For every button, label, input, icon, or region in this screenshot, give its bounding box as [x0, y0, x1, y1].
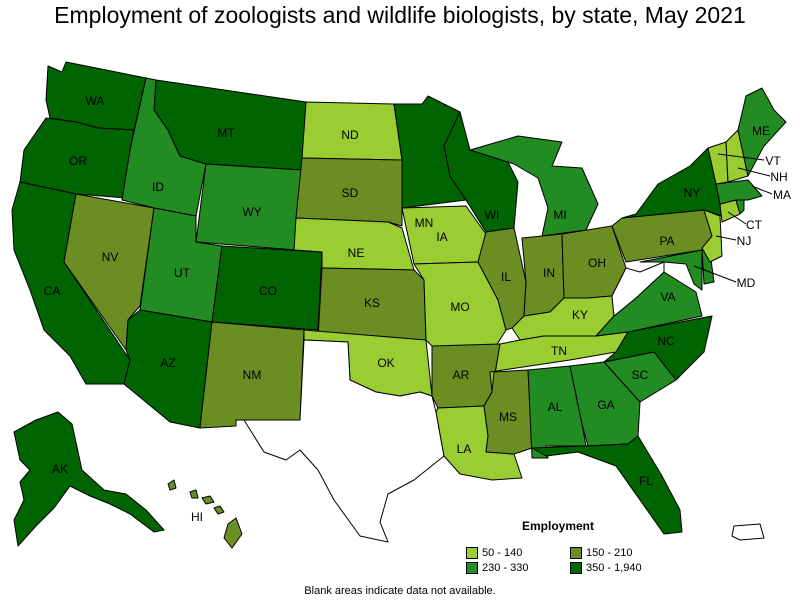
legend-swatch-bin-3: [466, 562, 478, 574]
legend-label-bin-1: 50 - 140: [482, 547, 523, 559]
state-label-ny: NY: [684, 186, 701, 200]
state-label-nh: NH: [770, 170, 787, 184]
state-label-ia: IA: [436, 230, 447, 244]
state-label-wy: WY: [242, 205, 261, 219]
state-label-ne: NE: [348, 246, 365, 260]
legend-label-bin-3: 230 - 330: [482, 562, 529, 574]
legend-swatch-bin-2: [570, 547, 582, 559]
legend-label-bin-2: 150 - 210: [586, 547, 633, 559]
state-label-va: VA: [660, 290, 675, 304]
state-label-la: LA: [457, 442, 472, 456]
state-label-nd: ND: [341, 128, 359, 142]
state-label-ms: MS: [499, 410, 517, 424]
state-label-mo: MO: [450, 300, 469, 314]
legend-item-bin-2: 150 - 210: [570, 547, 632, 559]
state-label-tn: TN: [551, 344, 567, 358]
state-label-id: ID: [152, 180, 164, 194]
state-label-ar: AR: [453, 368, 470, 382]
state-nj[interactable]: [701, 209, 723, 263]
state-sd[interactable]: [295, 157, 403, 227]
state-label-co: CO: [259, 284, 277, 298]
leader-ct: [727, 211, 747, 225]
state-ak[interactable]: [13, 411, 165, 547]
leader-nj: [715, 235, 737, 241]
state-hi[interactable]: [167, 479, 243, 549]
state-label-fl: FL: [639, 474, 653, 488]
state-label-ct: CT: [746, 218, 763, 232]
state-label-nj: NJ: [737, 234, 752, 248]
leader-vt: [717, 153, 765, 161]
state-label-nc: NC: [657, 334, 675, 348]
state-ny[interactable]: [621, 147, 723, 219]
legend-item-bin-3: 230 - 330: [466, 562, 528, 574]
state-label-vt: VT: [765, 154, 781, 168]
state-label-hi: HI: [191, 510, 203, 524]
state-label-az: AZ: [160, 356, 175, 370]
map-title: Employment of zoologists and wildlife bi…: [54, 2, 746, 28]
state-label-mt: MT: [217, 126, 235, 140]
state-label-ok: OK: [377, 356, 394, 370]
state-label-ks: KS: [364, 296, 380, 310]
legend-item-bin-1: 50 - 140: [466, 547, 522, 559]
state-label-ca: CA: [44, 284, 61, 298]
state-label-ma: MA: [773, 188, 791, 202]
legend-label-bin-4: 350 - 1,940: [586, 562, 642, 574]
state-tx: [243, 339, 445, 543]
state-label-or: OR: [69, 154, 87, 168]
state-label-me: ME: [752, 124, 770, 138]
state-fl[interactable]: [531, 435, 683, 535]
state-label-al: AL: [548, 400, 563, 414]
state-label-in: IN: [543, 266, 555, 280]
legend-item-bin-4: 350 - 1,940: [570, 562, 642, 574]
state-label-oh: OH: [588, 256, 606, 270]
leader-nh: [737, 167, 771, 177]
state-label-ky: KY: [572, 308, 588, 322]
state-label-nm: NM: [243, 368, 262, 382]
state-label-mi: MI: [553, 208, 566, 222]
state-label-md: MD: [737, 276, 756, 290]
state-label-ga: GA: [597, 398, 614, 412]
leader-md: [693, 265, 737, 283]
state-pr: [731, 523, 765, 541]
state-label-pa: PA: [659, 234, 674, 248]
legend-swatch-bin-4: [570, 562, 582, 574]
state-wv: [611, 261, 665, 317]
legend-title: Employment: [522, 519, 595, 533]
state-label-wa: WA: [86, 94, 105, 108]
state-label-sc: SC: [632, 368, 649, 382]
state-label-ak: AK: [52, 462, 68, 476]
state-mi[interactable]: [469, 135, 599, 237]
state-label-wi: WI: [485, 208, 500, 222]
footnote: Blank areas indicate data not available.: [304, 585, 496, 597]
state-label-mn: MN: [415, 216, 434, 230]
state-label-ut: UT: [174, 266, 191, 280]
state-ma[interactable]: [715, 179, 763, 205]
state-label-il: IL: [501, 270, 511, 284]
state-label-sd: SD: [342, 186, 359, 200]
leader-ma: [751, 185, 773, 195]
state-label-nv: NV: [102, 250, 119, 264]
legend-swatch-bin-1: [466, 547, 478, 559]
